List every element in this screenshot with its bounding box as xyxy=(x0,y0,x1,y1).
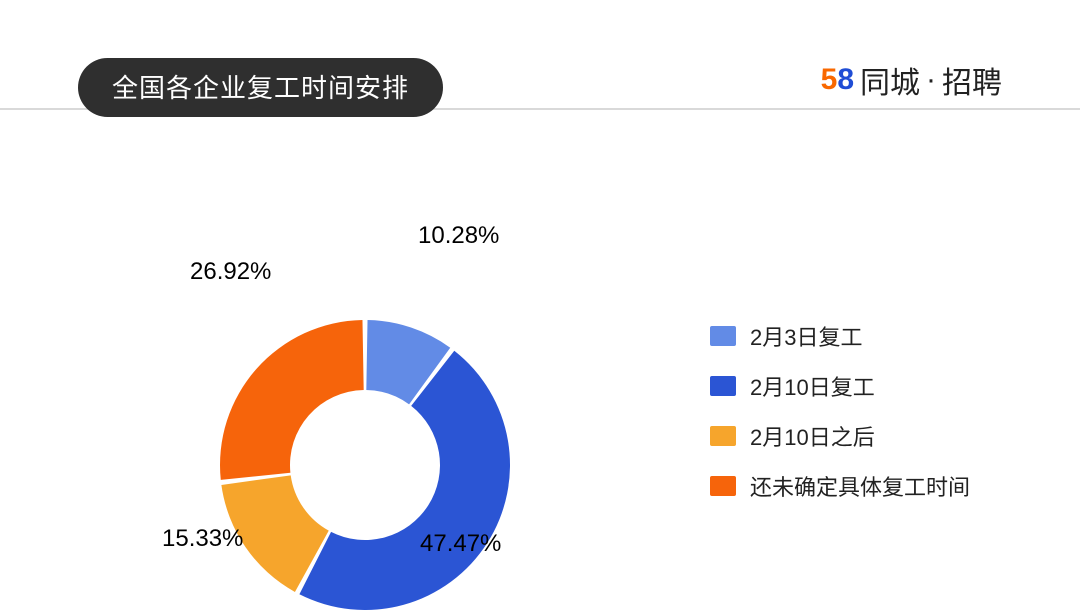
brand-logo: 58 同城 · 招聘 xyxy=(821,58,1002,102)
chart-area: 10.28%47.47%15.33%26.92% 2月3日复工2月10日复工2月… xyxy=(0,110,1080,610)
legend-item: 还未确定具体复工时间 xyxy=(710,470,970,502)
slice-pct-label: 10.28% xyxy=(418,222,499,250)
brand-digit-8: 8 xyxy=(837,63,854,97)
donut-svg xyxy=(220,320,510,610)
page-title: 全国各企业复工时间安排 xyxy=(112,73,409,103)
donut-slice xyxy=(220,320,364,480)
legend: 2月3日复工 2月10日复工 2月10日之后还未确定具体复工时间 xyxy=(710,320,970,520)
legend-item: 2月10日之后 xyxy=(710,420,970,452)
slice-pct-label: 47.47% xyxy=(420,530,501,558)
brand-suffix: 招聘 xyxy=(942,58,1002,102)
legend-swatch xyxy=(710,376,736,396)
legend-swatch xyxy=(710,426,736,446)
brand-dot: · xyxy=(926,63,936,97)
brand-text: 同城 xyxy=(860,58,920,102)
legend-label: 2月10日复工 xyxy=(750,370,875,402)
slice-pct-label: 15.33% xyxy=(162,525,243,553)
legend-item: 2月3日复工 xyxy=(710,320,970,352)
legend-label: 2月10日之后 xyxy=(750,420,875,452)
legend-swatch xyxy=(710,326,736,346)
brand-digit-5: 5 xyxy=(821,63,838,97)
page-title-pill: 全国各企业复工时间安排 xyxy=(78,58,443,117)
header: 全国各企业复工时间安排 58 同城 · 招聘 xyxy=(0,0,1080,110)
legend-swatch xyxy=(710,476,736,496)
legend-label: 还未确定具体复工时间 xyxy=(750,470,970,502)
slice-pct-label: 26.92% xyxy=(190,258,271,286)
donut-chart xyxy=(220,320,510,610)
legend-label: 2月3日复工 xyxy=(750,320,862,352)
legend-item: 2月10日复工 xyxy=(710,370,970,402)
